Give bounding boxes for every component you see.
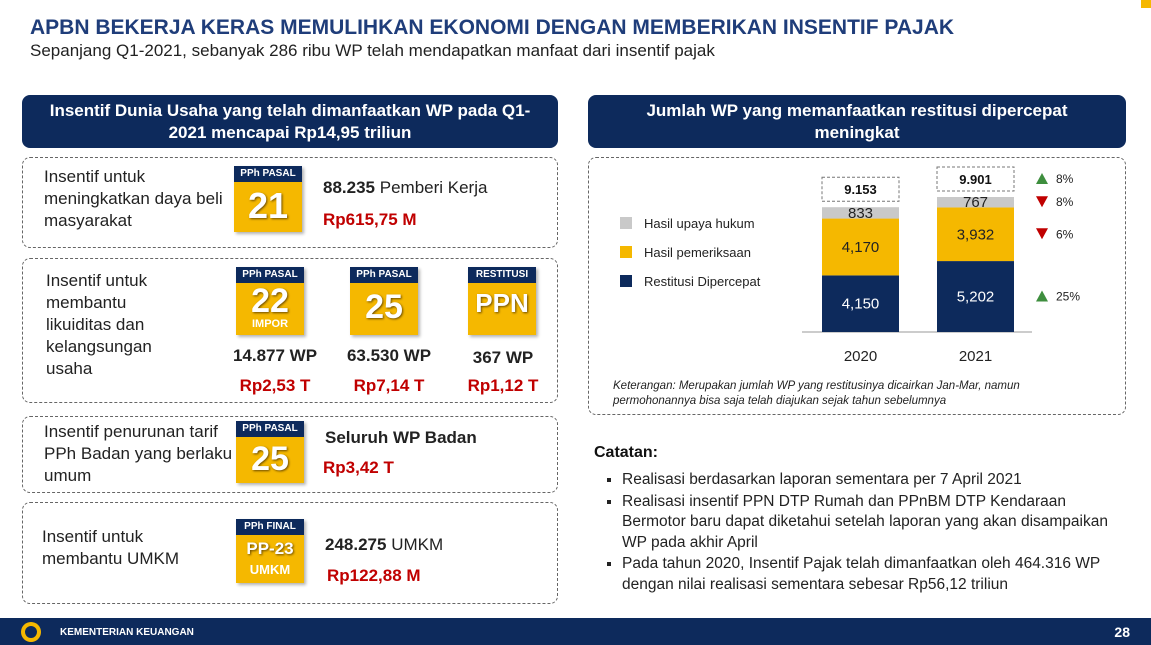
badge-top: PPh FINAL	[236, 519, 304, 535]
chart-note: Keterangan: Merupakan jumlah WP yang res…	[613, 380, 1020, 407]
group-box	[22, 258, 558, 403]
total-box	[821, 176, 900, 202]
amount: Rp615,75 M	[323, 210, 417, 229]
title: APBN BEKERJA KERAS MEMULIHKAN EKONOMI DE…	[30, 16, 955, 39]
amount: Rp122,88 M	[327, 566, 421, 585]
notes-list: Realisasi berdasarkan laporan sementara …	[594, 470, 1132, 596]
legend-swatch	[620, 275, 632, 287]
badge-top: RESTITUSI	[468, 267, 536, 283]
badge-main: 22	[251, 282, 289, 320]
count-unit: Pemberi Kerja	[379, 178, 488, 197]
count-unit: UMKM	[391, 535, 444, 554]
badge-sub: IMPOR	[251, 318, 289, 330]
chart: 4,150 4,170 833 9.153 2020 5,202 3,932 767 9.901…	[620, 166, 1080, 365]
group-label: Insentif untuk membantu likuiditas dan k…	[46, 271, 152, 378]
badge-sub: UMKM	[249, 562, 291, 577]
change-label: 25%	[1056, 290, 1080, 304]
left-heading: Insentif Dunia Usaha yang telah dimanfaa…	[22, 95, 558, 148]
count-value: 88.235	[323, 178, 375, 197]
footer	[0, 618, 1151, 645]
total-label: 9.901	[959, 172, 992, 187]
chart-heading: Jumlah WP yang memanfaatkan restitusi di…	[588, 95, 1126, 148]
change-label: 8%	[1056, 172, 1074, 186]
bar-segment	[937, 261, 1014, 332]
value-label: 767	[963, 194, 988, 211]
change-arrow	[1036, 173, 1048, 184]
total-box	[936, 166, 1015, 192]
legend-label: Hasil upaya hukum	[644, 216, 755, 231]
amount: Rp2,53 T	[239, 376, 311, 395]
notes-title: Catatan:	[594, 444, 659, 461]
count: 88.235 Pemberi Kerja	[323, 178, 487, 198]
total-label: 9.153	[844, 182, 877, 197]
amount: Rp7,14 T	[353, 376, 425, 395]
change-arrow	[1036, 196, 1048, 208]
bar-segment	[822, 218, 899, 276]
badge-main: PP-23	[246, 539, 294, 558]
change-label: 6%	[1056, 227, 1074, 241]
accent	[1141, 0, 1151, 8]
badge-top: PPh PASAL	[234, 166, 302, 182]
value-label: 5,202	[957, 289, 995, 306]
badge-main: 25	[251, 440, 289, 478]
badge: PPh PASAL 22 IMPOR	[236, 267, 304, 335]
badge-top: PPh PASAL	[236, 421, 304, 437]
group-box	[22, 502, 558, 604]
count: Seluruh WP Badan	[325, 428, 477, 447]
bar-segment	[937, 197, 1014, 208]
badge-main: 25	[365, 288, 403, 326]
count: 63.530 WP	[346, 346, 432, 365]
footer-org: KEMENTERIAN KEUANGAN	[60, 627, 194, 638]
badge: PPh PASAL 25	[236, 421, 304, 483]
x-tick-label: 2021	[959, 348, 992, 365]
subtitle: Sepanjang Q1-2021, sebanyak 286 ribu WP …	[30, 41, 715, 60]
badge: PPh PASAL 21	[234, 166, 302, 232]
count: 248.275 UMKM	[325, 535, 443, 555]
change-label: 8%	[1056, 195, 1074, 209]
legend-swatch	[620, 246, 632, 258]
value-label: 833	[848, 205, 873, 222]
value-label: 3,932	[957, 226, 995, 243]
amount: Rp3,42 T	[323, 458, 394, 477]
legend-label: Restitusi Dipercepat	[644, 274, 761, 289]
group-box	[22, 157, 558, 248]
x-tick-label: 2020	[844, 348, 877, 365]
group-label: Insentif untuk membantu UMKM	[42, 527, 179, 568]
chart-box	[588, 157, 1126, 415]
count: 367 WP	[472, 348, 534, 367]
note-item: Realisasi insentif PPN DTP Rumah dan PPn…	[622, 492, 1132, 554]
amount: Rp1,12 T	[467, 376, 539, 395]
group-label: Insentif penurunan tarif PPh Badan yang …	[44, 422, 233, 485]
badge-top: PPh PASAL	[350, 267, 418, 283]
legend-swatch	[620, 217, 632, 229]
count-value: 248.275	[325, 535, 387, 554]
change-arrow	[1036, 228, 1048, 240]
value-label: 4,170	[842, 239, 880, 256]
badge-main: PPN	[475, 288, 529, 318]
page-number: 28	[1114, 624, 1130, 640]
badge: PPh FINAL PP-23 UMKM	[236, 519, 304, 583]
change-arrow	[1036, 290, 1048, 302]
value-label: 4,150	[842, 296, 880, 313]
note-item: Realisasi berdasarkan laporan sementara …	[622, 470, 1132, 491]
bar-segment	[822, 207, 899, 219]
legend-label: Hasil pemeriksaan	[644, 245, 751, 260]
note-item: Pada tahun 2020, Insentif Pajak telah di…	[622, 554, 1132, 595]
bar-segment	[822, 275, 899, 332]
badge-top: PPh PASAL	[236, 267, 304, 283]
badge-main: 21	[247, 185, 289, 226]
group-label: Insentif untuk meningkatkan daya beli ma…	[44, 167, 223, 230]
logo	[21, 622, 41, 642]
badge: PPh PASAL 25	[350, 267, 418, 335]
group-box	[22, 416, 558, 493]
badge: RESTITUSI PPN	[468, 267, 536, 335]
bar-segment	[937, 207, 1014, 262]
count: 14.877 WP	[232, 346, 318, 365]
